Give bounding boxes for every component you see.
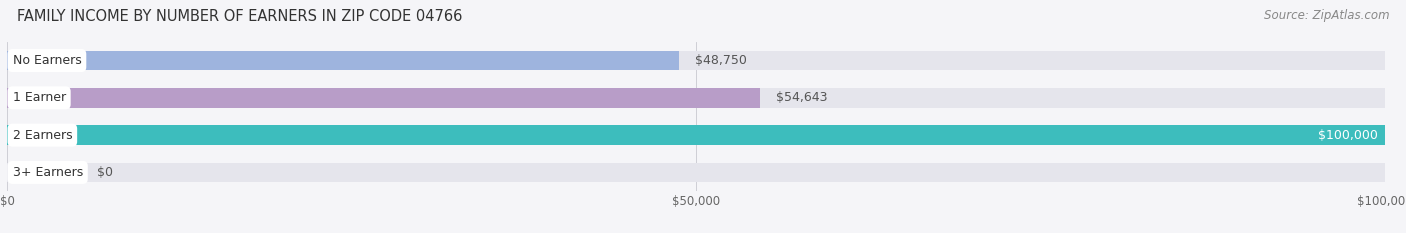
Bar (7, 88, 1385, 108)
Bar (7, 51, 1385, 70)
Bar (7, 125, 1385, 145)
Bar (7, 125, 1385, 145)
Text: FAMILY INCOME BY NUMBER OF EARNERS IN ZIP CODE 04766: FAMILY INCOME BY NUMBER OF EARNERS IN ZI… (17, 9, 463, 24)
Text: Source: ZipAtlas.com: Source: ZipAtlas.com (1264, 9, 1389, 22)
Text: 3+ Earners: 3+ Earners (13, 166, 83, 179)
Text: $48,750: $48,750 (696, 54, 747, 67)
Text: $0: $0 (97, 166, 112, 179)
Bar (7, 88, 761, 108)
Text: $54,643: $54,643 (776, 91, 828, 104)
Bar (7, 163, 1385, 182)
Text: 1 Earner: 1 Earner (13, 91, 66, 104)
Bar (7, 51, 679, 70)
Text: 2 Earners: 2 Earners (13, 129, 72, 142)
Text: $100,000: $100,000 (1319, 129, 1378, 142)
Text: No Earners: No Earners (13, 54, 82, 67)
